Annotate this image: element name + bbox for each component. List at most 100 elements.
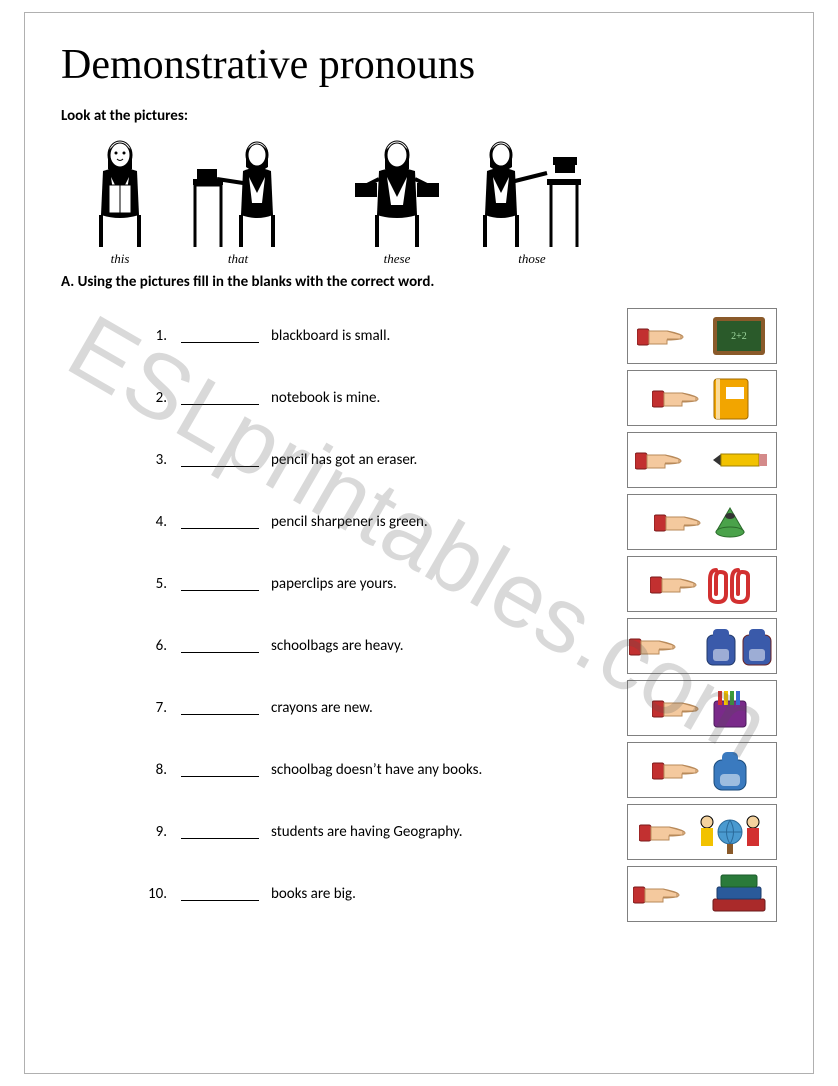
exercise-text: notebook is mine. xyxy=(271,389,380,407)
exercise-number: 4. xyxy=(61,513,181,531)
pencil-icon xyxy=(709,450,769,470)
exercise-number: 2. xyxy=(61,389,181,407)
pointing-hand-icon xyxy=(635,445,683,475)
exercise-sentence: pencil sharpener is green. xyxy=(181,513,607,531)
fill-blank[interactable] xyxy=(181,515,259,529)
exercise-sentence: books are big. xyxy=(181,885,607,903)
exercise-number: 8. xyxy=(61,761,181,779)
fill-blank[interactable] xyxy=(181,639,259,653)
demo-caption-these: these xyxy=(384,251,411,267)
pointing-hand-icon xyxy=(650,569,698,599)
notebook-icon xyxy=(708,375,752,421)
exercise-row: 6. schoolbags are heavy. xyxy=(61,615,777,677)
exercise-sentence: blackboard is small. xyxy=(181,327,607,345)
blackboard-icon: 2+2 xyxy=(711,315,767,357)
demo-pair-singular: this that xyxy=(81,135,287,267)
demo-figures-row: this that xyxy=(61,135,777,267)
subtitle-look-at-pictures: Look at the pictures: xyxy=(61,107,777,125)
svg-text:2+2: 2+2 xyxy=(731,331,747,342)
exercise-text: students are having Geography. xyxy=(271,823,462,841)
exercise-row: 1. blackboard is small. 2+2 xyxy=(61,305,777,367)
person-those-icon xyxy=(477,135,587,247)
exercise-text: books are big. xyxy=(271,885,356,903)
exercise-sentence: notebook is mine. xyxy=(181,389,607,407)
demo-fig-this: this xyxy=(81,135,159,267)
exercise-row: 7. crayons are new. xyxy=(61,677,777,739)
exercise-row: 8. schoolbag doesn’t have any books. xyxy=(61,739,777,801)
fill-blank[interactable] xyxy=(181,577,259,591)
pointing-hand-icon xyxy=(633,879,681,909)
exercise-text: pencil has got an eraser. xyxy=(271,451,417,469)
exercise-picture-col: 2+2 xyxy=(607,308,777,364)
exercise-number: 9. xyxy=(61,823,181,841)
exercise-number: 7. xyxy=(61,699,181,717)
fill-blank[interactable] xyxy=(181,329,259,343)
demo-caption-those: those xyxy=(518,251,545,267)
exercise-text: blackboard is small. xyxy=(271,327,390,345)
exercise-picture-col xyxy=(607,432,777,488)
demo-fig-those: those xyxy=(477,135,587,267)
fill-blank[interactable] xyxy=(181,825,259,839)
exercise-text: pencil sharpener is green. xyxy=(271,513,428,531)
exercise-number: 10. xyxy=(61,885,181,903)
section-a-instruction: A. Using the pictures fill in the blanks… xyxy=(61,273,777,291)
exercise-number: 6. xyxy=(61,637,181,655)
page-frame: Demonstrative pronouns Look at the pictu… xyxy=(24,12,814,1074)
exercise-text: schoolbags are heavy. xyxy=(271,637,404,655)
exercise-row: 4. pencil sharpener is green. xyxy=(61,491,777,553)
demo-fig-these: these xyxy=(347,135,447,267)
demo-fig-that: that xyxy=(189,135,287,267)
exercise-picture-col xyxy=(607,742,777,798)
exercise-picture-col xyxy=(607,680,777,736)
worksheet-title: Demonstrative pronouns xyxy=(61,41,777,89)
crayons-icon xyxy=(708,685,752,731)
picture-box xyxy=(627,680,777,736)
exercise-row: 5.paperclips are yours. xyxy=(61,553,777,615)
demo-caption-that: that xyxy=(228,251,248,267)
picture-box xyxy=(627,742,777,798)
exercise-row: 10. books are big. xyxy=(61,863,777,925)
pointing-hand-icon xyxy=(652,693,700,723)
fill-blank[interactable] xyxy=(181,453,259,467)
exercise-row: 9. students are having Geography. xyxy=(61,801,777,863)
fill-blank[interactable] xyxy=(181,887,259,901)
person-these-icon xyxy=(347,135,447,247)
pointing-hand-icon xyxy=(637,321,685,351)
exercise-text: schoolbag doesn’t have any books. xyxy=(271,761,482,779)
schoolbag-icon xyxy=(708,746,752,794)
books-icon xyxy=(707,871,771,917)
demo-caption-this: this xyxy=(111,251,130,267)
picture-box: 2+2 xyxy=(627,308,777,364)
exercise-picture-col xyxy=(607,618,777,674)
exercise-picture-col xyxy=(607,494,777,550)
pointing-hand-icon xyxy=(629,631,677,661)
picture-box xyxy=(627,432,777,488)
picture-box xyxy=(627,494,777,550)
picture-box xyxy=(627,556,777,612)
pointing-hand-icon xyxy=(654,507,702,537)
pointing-hand-icon xyxy=(652,383,700,413)
picture-box xyxy=(627,370,777,426)
exercise-number: 1. xyxy=(61,327,181,345)
exercise-number: 3. xyxy=(61,451,181,469)
exercise-list: 1. blackboard is small. 2+2 2. notebook is … xyxy=(61,305,777,925)
exercise-row: 3. pencil has got an eraser. xyxy=(61,429,777,491)
person-that-icon xyxy=(189,135,287,247)
exercise-picture-col xyxy=(607,556,777,612)
exercise-text: crayons are new. xyxy=(271,699,373,717)
paperclips-icon xyxy=(706,562,754,606)
fill-blank[interactable] xyxy=(181,701,259,715)
exercise-row: 2. notebook is mine. xyxy=(61,367,777,429)
exercise-sentence: schoolbags are heavy. xyxy=(181,637,607,655)
picture-box xyxy=(627,804,777,860)
fill-blank[interactable] xyxy=(181,763,259,777)
exercise-sentence: pencil has got an eraser. xyxy=(181,451,607,469)
fill-blank[interactable] xyxy=(181,391,259,405)
students-icon xyxy=(695,808,765,856)
picture-box xyxy=(627,866,777,922)
pointing-hand-icon xyxy=(639,817,687,847)
exercise-picture-col xyxy=(607,866,777,922)
pointing-hand-icon xyxy=(652,755,700,785)
exercise-sentence: students are having Geography. xyxy=(181,823,607,841)
exercise-sentence: crayons are new. xyxy=(181,699,607,717)
